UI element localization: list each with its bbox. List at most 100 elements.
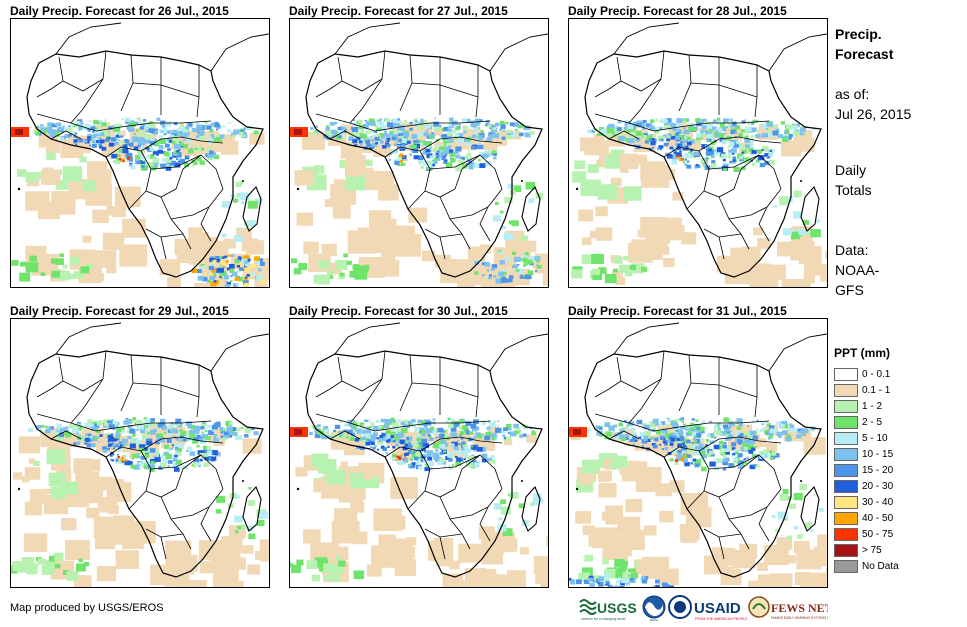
precip-cell [462,441,466,444]
precip-cell [77,422,79,424]
precip-cell [137,134,139,136]
fewsnet-logo: FEWS NET FAMINE EARLY WARNING SYSTEMS NE… [749,597,828,620]
precip-cell [623,256,629,260]
country-border [719,497,749,549]
precip-cell [652,251,663,260]
legend-item: 0.1 - 1 [834,382,899,398]
country-border [476,65,478,117]
precip-cell [443,161,447,164]
precip-cell [116,135,120,138]
precip-cell [109,441,111,442]
precip-cell [434,453,438,457]
precip-cell [687,440,691,443]
precip-cell [177,448,182,452]
precip-cell [98,441,100,442]
europe-coastline [614,323,679,354]
precip-cell [396,435,398,437]
precip-cell [760,163,765,167]
precip-cell [41,170,60,185]
precip-cell [472,135,476,139]
fewsnet-logo-text: FEWS NET [771,601,828,615]
precip-cell [799,229,807,235]
precip-cell [678,450,682,453]
precip-cell [723,454,727,457]
precip-cell [104,119,106,121]
precip-cell [495,123,500,127]
precip-cell [770,573,793,587]
precip-cell [145,136,148,138]
precip-cell [97,436,100,438]
precip-cell [655,585,660,587]
precip-cell [785,279,811,287]
precip-cell [626,429,629,431]
precip-cell [510,122,515,126]
precip-cell [774,205,777,208]
precip-cell [422,251,435,262]
precip-cell [578,210,593,222]
precip-cell [569,578,572,581]
precip-cell [662,423,665,425]
precip-cell [370,122,376,126]
precip-cell [653,445,658,449]
country-border [197,365,199,417]
precip-cell [145,140,150,144]
precip-cell [474,127,479,131]
precip-cell [446,163,452,168]
precip-cell [470,424,476,429]
precip-cell [757,149,762,153]
precip-cell [115,142,119,145]
precip-cell [83,180,97,191]
precip-cell [164,432,167,434]
precip-cell [595,206,608,216]
precip-cell [572,171,586,182]
precip-cell [447,453,453,458]
heavy-rain-core [294,429,302,435]
country-border [316,357,342,397]
precip-cell [682,442,685,444]
precip-cell [80,122,83,125]
precip-cell [780,424,785,428]
precip-cell [744,432,749,436]
precip-cell [487,150,490,153]
precip-cell [397,456,400,459]
precip-cell [694,440,697,442]
precip-cell [470,156,472,158]
precip-cell [222,437,226,440]
precip-cell [430,146,432,148]
precip-cell [668,139,670,141]
legend-item: 15 - 20 [834,462,899,478]
precip-cell [226,260,229,263]
precip-cell [598,483,616,498]
precip-cell [312,575,320,582]
precip-cell [361,138,364,141]
precip-cell [797,534,803,539]
precip-cell [53,431,57,434]
precip-cell [783,228,792,235]
precip-cell [387,122,393,127]
precip-cell [326,127,331,131]
precip-cell [116,139,119,141]
precip-cell [261,279,266,283]
precip-cell [719,441,724,445]
precip-cell [580,137,598,151]
country-border [350,51,385,123]
precip-cell [659,511,673,523]
precip-cell [61,518,77,530]
precip-cell [111,138,116,142]
precip-cell [456,458,461,462]
precip-cell [474,163,480,168]
precip-cell [669,134,673,137]
precip-cell [733,458,738,462]
precip-cell [655,423,658,426]
precip-cell [667,418,669,420]
precip-cell [220,135,225,139]
precip-cell [260,262,265,266]
precip-cell [375,445,378,447]
precip-cell [693,438,696,441]
precip-cell [535,270,537,272]
precip-map [10,18,270,288]
country-border [37,57,63,97]
precip-cell [168,434,171,437]
precip-cell [464,163,466,165]
precip-cell [625,434,629,437]
